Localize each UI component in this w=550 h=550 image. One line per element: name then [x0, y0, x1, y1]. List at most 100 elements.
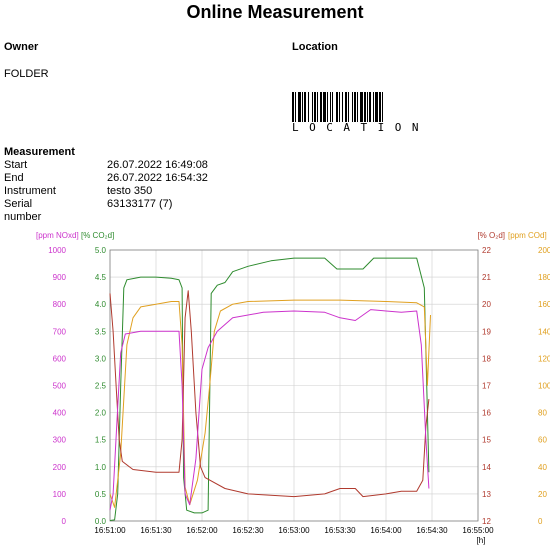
barcode-bar: [327, 92, 328, 122]
barcode-bar: [375, 92, 378, 122]
y-tick-label-co: 20: [538, 490, 547, 499]
y-tick-label-co2: 2.0: [95, 409, 107, 418]
y-tick-label-co: 160: [538, 300, 550, 309]
detail-key: Start: [4, 159, 28, 171]
y-tick-label-o2: 19: [482, 327, 491, 336]
barcode-bar: [314, 92, 316, 122]
owner-value: FOLDER: [4, 68, 49, 80]
y-tick-label-co2: 3.5: [95, 327, 107, 336]
y-tick-label-co2: 3.0: [95, 354, 107, 363]
y-tick-label-co2: 4.5: [95, 273, 107, 282]
barcode-bar: [357, 92, 358, 122]
barcode-bar: [373, 92, 374, 122]
y-tick-label-co: 60: [538, 436, 547, 445]
y-tick-label-co: 200: [538, 246, 550, 255]
x-tick-label: 16:54:30: [416, 526, 448, 535]
y-tick-label-co: 80: [538, 409, 547, 418]
x-tick-label: 16:52:30: [232, 526, 264, 535]
barcode-bar: [379, 92, 381, 122]
y-tick-label-nox: 600: [53, 354, 67, 363]
barcode-bar: [360, 92, 363, 122]
y-tick-label-nox: 100: [53, 490, 67, 499]
y-tick-label-co2: 0.5: [95, 490, 107, 499]
barcode-bar: [308, 92, 309, 122]
y-tick-label-o2: 13: [482, 490, 491, 499]
y-tick-label-nox: 300: [53, 436, 67, 445]
y-tick-label-co2: 4.0: [95, 300, 107, 309]
detail-key: Serial number: [4, 198, 42, 223]
detail-key: Instrument: [4, 185, 56, 197]
axis-label-o2: [% O₂d]: [477, 231, 505, 240]
y-tick-label-co2: 5.0: [95, 246, 107, 255]
y-tick-label-o2: 21: [482, 273, 491, 282]
y-tick-label-o2: 20: [482, 300, 491, 309]
y-tick-label-nox: 900: [53, 273, 67, 282]
y-tick-label-co: 120: [538, 354, 550, 363]
owner-label: Owner: [4, 41, 39, 53]
measurement-label: Measurement: [4, 146, 75, 158]
x-tick-label: 16:53:00: [278, 526, 310, 535]
y-tick-label-co2: 1.5: [95, 436, 107, 445]
plot-area-frame: [109, 249, 479, 522]
detail-value: 26.07.2022 16:54:32: [107, 172, 208, 184]
y-tick-label-co: 180: [538, 273, 550, 282]
x-tick-label: 16:53:30: [324, 526, 356, 535]
x-tick-label: 16:55:00: [462, 526, 494, 535]
barcode-bar: [364, 92, 366, 122]
axis-label-co2: [% CO₂d]: [81, 231, 114, 240]
series-line-nox: [109, 309, 430, 511]
barcode-bar: [354, 92, 356, 122]
series-line-o2: [109, 290, 430, 498]
series-line-co: [109, 299, 431, 508]
y-tick-label-co2: 0.0: [95, 517, 107, 526]
y-tick-label-nox: 200: [53, 463, 67, 472]
barcode-bar: [302, 92, 303, 122]
barcode-bar: [336, 92, 338, 122]
detail-value: 26.07.2022 16:49:08: [107, 159, 208, 171]
barcode-bar: [312, 92, 313, 122]
barcode-bar: [382, 92, 383, 122]
y-tick-label-co: 0: [538, 517, 543, 526]
y-tick-label-nox: 500: [53, 382, 67, 391]
y-tick-label-nox: 0: [62, 517, 67, 526]
barcode-bar: [367, 92, 368, 122]
barcode-text: LOCATION: [292, 121, 429, 134]
barcode-bar: [304, 92, 306, 122]
location-label: Location: [292, 41, 338, 53]
barcode-bar: [295, 92, 296, 122]
y-tick-label-co2: 1.0: [95, 463, 107, 472]
y-tick-label-o2: 12: [482, 517, 491, 526]
y-tick-label-o2: 14: [482, 463, 491, 472]
axis-label-nox: [ppm NOxd]: [36, 231, 79, 240]
y-tick-label-nox: 700: [53, 327, 67, 336]
series-line-co2: [109, 257, 430, 521]
barcode-bar: [369, 92, 371, 122]
location-barcode: [292, 92, 383, 122]
y-tick-label-co: 140: [538, 327, 550, 336]
barcode-bar: [292, 92, 294, 122]
y-tick-label-o2: 16: [482, 409, 491, 418]
y-tick-label-co: 100: [538, 382, 550, 391]
y-tick-label-o2: 18: [482, 354, 491, 363]
barcode-bar: [339, 92, 340, 122]
barcode-bar: [317, 92, 318, 122]
x-tick-label: 16:51:00: [94, 526, 126, 535]
y-tick-label-o2: 22: [482, 246, 491, 255]
y-tick-label-o2: 17: [482, 382, 491, 391]
barcode-bar: [332, 92, 333, 122]
y-tick-label-nox: 1000: [48, 246, 66, 255]
detail-key: End: [4, 172, 24, 184]
page-title: Online Measurement: [186, 2, 364, 22]
barcode-bar: [345, 92, 347, 122]
x-tick-label: 16:54:00: [370, 526, 402, 535]
barcode-bar: [342, 92, 343, 122]
y-tick-label-co: 40: [538, 463, 547, 472]
detail-value: testo 350: [107, 185, 153, 197]
barcode-bar: [348, 92, 349, 122]
detail-value: 63133177 (7): [107, 198, 173, 210]
barcode-bar: [330, 92, 331, 122]
x-tick-label: 16:51:30: [140, 526, 172, 535]
x-tick-label: 16:52:00: [186, 526, 218, 535]
y-tick-label-nox: 800: [53, 300, 67, 309]
